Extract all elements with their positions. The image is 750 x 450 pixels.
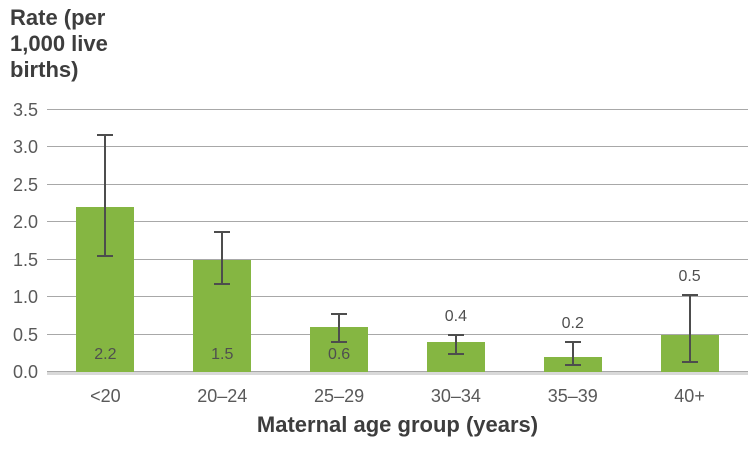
error-bar-line [221,232,224,284]
error-bar-cap [447,353,464,356]
error-bar-line [454,334,457,355]
error-bar-cap [681,293,698,296]
value-label: 1.5 [211,346,234,363]
y-tick-label: 2.0 [12,212,38,233]
gridline [47,333,748,335]
error-bar-cap [331,312,348,315]
y-tick-label: 3.5 [12,100,38,120]
error-bar-line [338,313,341,343]
y-tick-label: 0.0 [12,362,38,382]
y-tick-label: 0.5 [12,324,38,345]
error-bar-cap [331,341,348,344]
error-bar-line [688,294,691,362]
gridline [47,258,748,260]
gridline [47,221,748,223]
value-label: 0.2 [561,315,584,333]
y-axis-title: Rate (per 1,000 live births) [10,5,150,83]
value-label: 0.4 [444,307,468,325]
gridline [47,146,748,148]
value-label: 0.6 [327,346,351,363]
error-bar-line [104,134,107,256]
plot-area: 2.2 <20 1.5 20–24 0.6 25–29 0.4 30–34 0.2 35–39 0.… [47,109,748,406]
x-tick-label: 25–29 [314,386,365,406]
gridline [47,183,748,185]
error-bar-cap [214,282,231,285]
x-tick-label: 35–39 [547,386,598,406]
y-tick-label: 1.5 [12,249,38,270]
gridline [47,371,748,372]
y-axis-title-line: Rate (per [10,5,106,30]
error-bar-cap [214,231,231,234]
x-tick-label: 30–34 [430,386,481,406]
x-tick-label: 40+ [674,386,705,406]
y-tick-label: 2.5 [12,174,38,195]
x-tick-label: 20–24 [197,386,248,406]
error-bar-cap [97,133,114,136]
error-bar-line [571,342,574,366]
value-label: 2.2 [94,346,117,363]
error-bar-cap [447,333,464,336]
x-axis-line [47,372,748,375]
x-tick-label: <20 [90,386,121,406]
y-tick-label: 1.0 [12,287,38,308]
error-bar-cap [564,341,581,344]
error-bar-cap [681,360,698,363]
value-label: 0.5 [678,267,701,285]
x-axis-title: Maternal age group (years) [256,412,539,437]
y-axis-title-line: 1,000 live [10,31,108,56]
error-bar-cap [97,254,114,257]
gridline [47,296,748,298]
y-tick-label: 3.0 [12,137,38,158]
y-axis-title-line: births) [10,57,79,82]
error-bar-cap [564,364,581,367]
gridline [47,109,748,110]
